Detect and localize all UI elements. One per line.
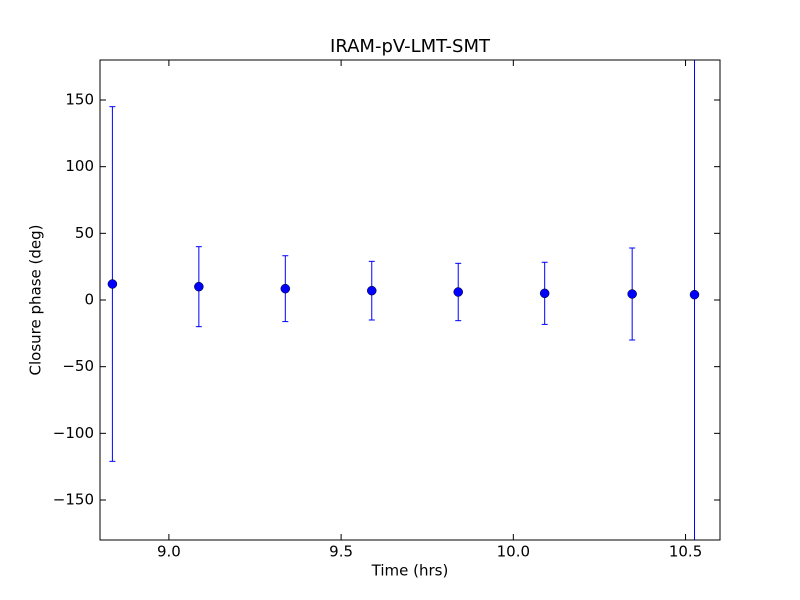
y-tick-label: −150: [53, 491, 94, 509]
data-point: [367, 285, 377, 296]
y-tick-label: 100: [65, 157, 94, 175]
x-tick-label: 9.0: [157, 543, 181, 561]
x-tick-label: 10.5: [669, 543, 702, 561]
y-axis-label: Closure phase (deg): [27, 225, 45, 376]
x-tick-label: 9.5: [329, 543, 353, 561]
data-point: [689, 289, 700, 300]
data-point: [194, 281, 204, 292]
y-tick-label: 0: [84, 291, 94, 309]
data-point: [627, 289, 637, 299]
plot-area: [107, 60, 700, 540]
data-point: [107, 279, 118, 289]
chart-title: IRAM-pV-LMT-SMT: [330, 36, 491, 57]
y-tick-label: 50: [75, 224, 94, 242]
data-point: [453, 287, 463, 297]
data-point: [539, 288, 550, 299]
x-axis-label: Time (hrs): [371, 562, 449, 580]
y-tick-label: −50: [62, 357, 94, 375]
y-tick-label: 150: [65, 91, 94, 109]
data-point: [280, 283, 291, 294]
y-tick-label: −100: [53, 424, 94, 442]
x-tick-label: 10.0: [497, 543, 530, 561]
